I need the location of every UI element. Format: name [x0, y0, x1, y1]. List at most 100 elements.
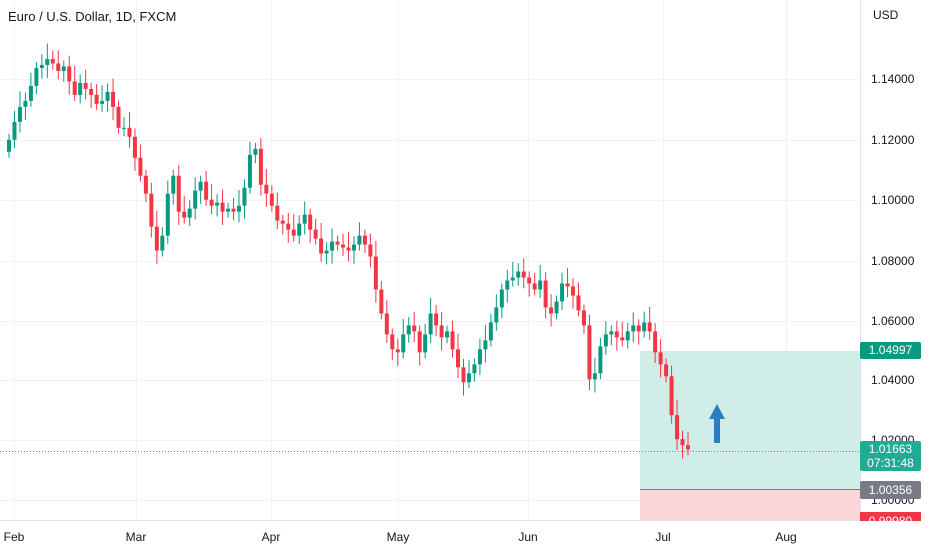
- candle-body[interactable]: [171, 175, 176, 194]
- long-position-profit-zone[interactable]: [640, 351, 860, 489]
- candle-body[interactable]: [89, 88, 94, 95]
- candle-body[interactable]: [302, 214, 307, 224]
- candle-body[interactable]: [521, 271, 526, 278]
- candle-body[interactable]: [549, 307, 554, 314]
- candle-body[interactable]: [209, 199, 214, 206]
- candle-body[interactable]: [182, 211, 187, 218]
- candle-body[interactable]: [603, 334, 608, 347]
- candle-body[interactable]: [149, 193, 154, 227]
- candle-body[interactable]: [264, 184, 269, 194]
- candle-body[interactable]: [472, 364, 477, 374]
- candle-body[interactable]: [17, 106, 22, 122]
- candle-body[interactable]: [231, 208, 236, 212]
- candle-body[interactable]: [286, 223, 291, 230]
- candle-body[interactable]: [406, 325, 411, 335]
- candle-body[interactable]: [351, 244, 356, 251]
- candle-body[interactable]: [335, 241, 340, 245]
- candle-body[interactable]: [193, 190, 198, 209]
- candle-body[interactable]: [357, 235, 362, 245]
- long-position-loss-zone[interactable]: [640, 490, 860, 520]
- candle-body[interactable]: [401, 334, 406, 353]
- candle-body[interactable]: [61, 66, 66, 71]
- candle-body[interactable]: [461, 367, 466, 383]
- candle-body[interactable]: [187, 208, 192, 218]
- candle-body[interactable]: [664, 364, 669, 377]
- candle-body[interactable]: [121, 127, 126, 129]
- candle-body[interactable]: [280, 220, 285, 224]
- candle-body[interactable]: [642, 322, 647, 332]
- candle-body[interactable]: [7, 139, 11, 152]
- candle-body[interactable]: [417, 331, 422, 353]
- candle-body[interactable]: [423, 334, 428, 353]
- candle-body[interactable]: [236, 205, 241, 212]
- candle-body[interactable]: [362, 235, 367, 245]
- symbol-title[interactable]: Euro / U.S. Dollar, 1D, FXCM: [8, 9, 177, 24]
- candle-body[interactable]: [368, 244, 373, 257]
- candle-body[interactable]: [499, 289, 504, 308]
- candle-body[interactable]: [34, 67, 39, 86]
- candle-body[interactable]: [165, 193, 170, 236]
- candle-body[interactable]: [297, 223, 302, 236]
- candle-body[interactable]: [450, 331, 455, 350]
- candle-body[interactable]: [609, 331, 614, 335]
- candle-body[interactable]: [516, 271, 521, 278]
- candle-body[interactable]: [680, 439, 685, 446]
- candle-body[interactable]: [116, 106, 121, 128]
- candle-body[interactable]: [395, 349, 400, 353]
- candle-body[interactable]: [614, 331, 619, 338]
- candle-body[interactable]: [138, 157, 143, 176]
- candle-body[interactable]: [669, 376, 674, 416]
- candle-body[interactable]: [111, 91, 116, 107]
- candle-body[interactable]: [160, 235, 165, 251]
- candle-body[interactable]: [631, 325, 636, 332]
- candle-body[interactable]: [527, 277, 532, 284]
- candle-body[interactable]: [477, 349, 482, 365]
- candle-body[interactable]: [45, 58, 50, 65]
- candle-body[interactable]: [576, 295, 581, 311]
- candle-body[interactable]: [373, 256, 378, 290]
- candle-body[interactable]: [105, 91, 110, 101]
- candle-body[interactable]: [620, 337, 625, 341]
- candle-body[interactable]: [505, 280, 510, 290]
- candle-body[interactable]: [434, 313, 439, 326]
- candle-body[interactable]: [565, 283, 570, 287]
- currency-label[interactable]: USD: [873, 8, 899, 22]
- candle-body[interactable]: [494, 307, 499, 323]
- candle-body[interactable]: [581, 310, 586, 326]
- candle-body[interactable]: [258, 148, 263, 185]
- candle-body[interactable]: [67, 66, 72, 82]
- candle-body[interactable]: [100, 100, 105, 104]
- candle-body[interactable]: [23, 100, 28, 107]
- candle-body[interactable]: [636, 325, 641, 332]
- candle-body[interactable]: [72, 81, 77, 95]
- candle-body[interactable]: [554, 301, 559, 314]
- candle-body[interactable]: [456, 349, 461, 368]
- candle-body[interactable]: [686, 445, 690, 450]
- candle-body[interactable]: [483, 340, 488, 350]
- candle-body[interactable]: [412, 325, 417, 332]
- candle-body[interactable]: [532, 283, 537, 290]
- candle-body[interactable]: [346, 247, 351, 251]
- candle-body[interactable]: [428, 313, 433, 335]
- candle-body[interactable]: [319, 238, 324, 254]
- candle-body[interactable]: [330, 241, 335, 251]
- candle-body[interactable]: [510, 277, 515, 281]
- candle-body[interactable]: [56, 63, 61, 71]
- candle-body[interactable]: [215, 202, 220, 206]
- candle-body[interactable]: [488, 322, 493, 341]
- time-axis[interactable]: Feb Mar Apr May Jun Jul Aug: [0, 520, 860, 550]
- candle-body[interactable]: [39, 64, 44, 68]
- candle-body[interactable]: [226, 208, 231, 212]
- candle-body[interactable]: [291, 229, 296, 236]
- candle-body[interactable]: [439, 325, 444, 338]
- candle-body[interactable]: [269, 193, 274, 206]
- candle-body[interactable]: [653, 331, 658, 353]
- candle-body[interactable]: [675, 415, 680, 440]
- candle-body[interactable]: [647, 322, 652, 332]
- candle-body[interactable]: [176, 175, 181, 212]
- candle-body[interactable]: [12, 121, 17, 140]
- candle-body[interactable]: [204, 181, 209, 200]
- candle-body[interactable]: [466, 373, 471, 383]
- candle-body[interactable]: [390, 334, 395, 350]
